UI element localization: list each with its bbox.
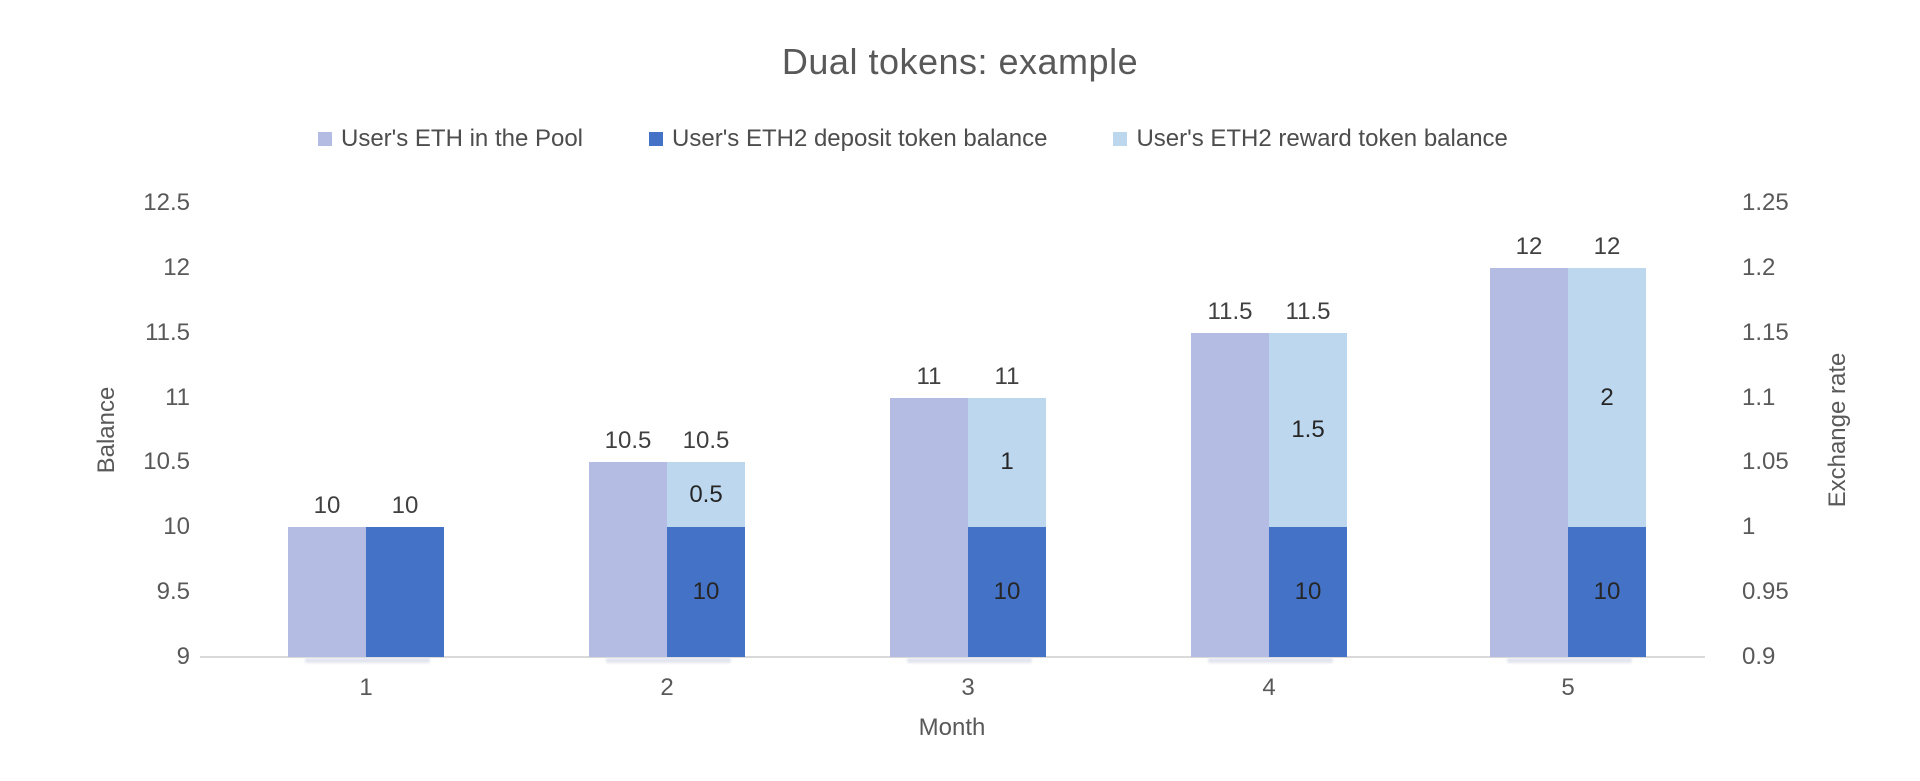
category-label: 2 [660,674,674,701]
bar-eth2-deposit [667,527,745,657]
chart-title: Dual tokens: example [781,41,1139,82]
category-label: 5 [1561,674,1575,701]
right-axis-tick-label: 1 [1742,513,1756,541]
data-label-reward: 0.5 [689,480,723,508]
right-axis-tick-label: 1.2 [1742,253,1776,281]
bar-pair-shadow [606,658,731,663]
bar-pair-shadow [907,658,1032,663]
data-label-stack-total: 10.5 [682,427,730,455]
right-axis-tick-label: 1.1 [1742,383,1776,411]
data-label-pool: 12 [1515,232,1543,260]
category-label: 1 [359,674,373,701]
data-label-pool: 11 [916,362,942,390]
data-label-pool: 10.5 [604,427,652,455]
legend-item-label: User's ETH2 deposit token balance [672,125,1048,152]
left-axis-tick-label: 10 [163,513,190,541]
x-axis-title: Month [918,714,986,741]
legend-item-label: User's ETH2 reward token balance [1136,125,1508,152]
left-axis-tick-label: 12 [163,253,190,281]
bar-eth-in-pool [890,397,968,657]
bar-eth2-deposit [1568,527,1646,657]
left-axis-tick-label: 11 [165,383,190,411]
data-label-stack-total: 11 [994,362,1020,390]
legend-item-1: User's ETH in the Pool [318,125,583,153]
left-axis-tick-label: 10.5 [143,448,190,476]
right-axis-title: Exchange rate [1824,352,1851,508]
left-axis-tick-label: 11.5 [145,318,190,346]
left-axis-tick-label: 12.5 [143,189,190,216]
bar-pair-shadow [305,658,430,663]
right-axis-tick-label: 1.25 [1742,189,1789,216]
data-label-deposit: 10 [692,578,720,606]
data-label-pool: 11.5 [1207,297,1253,325]
bar-eth2-deposit [968,527,1046,657]
bar-eth2-deposit [1269,527,1347,657]
left-axis-tick-label: 9.5 [156,578,190,606]
legend-swatch-icon [649,132,664,146]
data-label-reward: 1.5 [1291,416,1325,443]
right-axis-tick-label: 1.15 [1742,318,1789,346]
chart-legend: User's ETH in the Pool User's ETH2 deposi… [318,124,1508,154]
data-label-reward: 1 [1000,448,1014,476]
x-axis-line [200,656,1705,658]
bar-eth2-reward [968,397,1046,528]
bar-eth-in-pool [288,527,366,657]
left-axis-title: Balance [93,386,120,474]
legend-item-2: User's ETH2 deposit token balance [649,125,1047,153]
bar-eth-in-pool [1191,332,1269,657]
bar-eth2-reward [1269,332,1347,528]
right-axis-tick-label: 0.9 [1742,643,1776,670]
bar-eth2-reward [1568,267,1646,528]
data-label-pool: 10 [313,492,341,520]
bar-eth2-deposit [366,527,444,657]
data-label-stack-total: 11.5 [1285,297,1331,325]
left-axis-tick-label: 9 [176,643,190,670]
right-axis-tick-label: 1.05 [1742,448,1789,476]
data-label-deposit: 10 [1593,578,1621,606]
bar-eth-in-pool [589,462,667,657]
right-axis-tick-label: 0.95 [1742,578,1789,606]
data-label-deposit: 10 [993,578,1021,606]
category-label: 3 [961,674,975,701]
bar-pair-shadow [1208,658,1333,663]
bar-eth2-reward [667,462,745,528]
category-label: 4 [1262,674,1276,701]
legend-item-label: User's ETH in the Pool [341,125,584,152]
bar-pair-shadow [1507,658,1632,663]
legend-swatch-icon [318,132,332,146]
legend-swatch-icon [1113,132,1128,146]
data-label-deposit: 10 [1294,578,1322,606]
data-label-stack-total: 10 [391,492,419,520]
data-label-stack-total: 12 [1593,232,1621,260]
data-label-reward: 2 [1600,383,1614,411]
legend-item-3: User's ETH2 reward token balance [1113,125,1508,153]
bar-eth-in-pool [1490,267,1568,657]
